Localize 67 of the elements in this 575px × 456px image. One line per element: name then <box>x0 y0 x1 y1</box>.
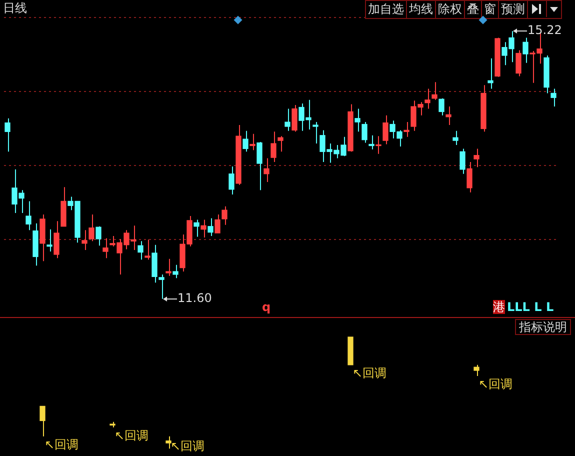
candlestick <box>208 218 214 236</box>
candlestick <box>200 219 206 238</box>
candlestick <box>376 136 382 154</box>
candlestick <box>264 158 270 182</box>
text: 港 <box>493 300 505 314</box>
candlestick <box>488 58 494 90</box>
candlestick <box>382 114 388 145</box>
candlestick <box>144 239 150 260</box>
candlestick <box>438 98 444 116</box>
candlestick <box>54 220 60 259</box>
candlestick <box>312 122 318 144</box>
annotation: ↖回调 <box>478 377 513 392</box>
candlestick <box>424 88 430 110</box>
candlestick <box>284 108 290 132</box>
candlestick <box>222 206 228 226</box>
candlestick <box>46 228 52 252</box>
candlestick <box>172 264 178 279</box>
candlestick <box>466 162 472 193</box>
candlestick <box>270 131 276 163</box>
candlestick <box>88 214 94 242</box>
text: 除权 <box>436 1 465 18</box>
candlestick <box>26 200 32 231</box>
annotation: ↖回调 <box>352 366 387 380</box>
candlestick <box>354 108 360 132</box>
text: LLL L L <box>507 300 554 314</box>
candlestick <box>432 82 438 100</box>
text: 加自选 <box>366 1 407 18</box>
candlestick <box>138 240 144 260</box>
candlestick <box>452 130 458 146</box>
candlestick <box>166 258 172 276</box>
candlestick <box>82 230 88 251</box>
candlestick <box>250 133 256 151</box>
candlestick <box>362 122 368 144</box>
candlestick <box>474 148 480 168</box>
candlestick <box>4 118 10 152</box>
annotation: ↖回调 <box>114 428 149 443</box>
candlestick <box>404 122 410 138</box>
text: 窗 <box>482 1 499 18</box>
text: 指标说明 <box>515 319 571 335</box>
text: 均线 <box>407 1 436 18</box>
candlestick <box>474 364 480 377</box>
candlestick <box>516 50 522 77</box>
candlestick <box>368 134 374 150</box>
candlestick <box>550 88 556 108</box>
candlestick <box>102 238 108 259</box>
candlestick <box>460 148 466 174</box>
candlestick <box>278 136 284 152</box>
candlestick <box>292 104 298 132</box>
text: q <box>262 300 271 314</box>
candlestick <box>228 166 234 196</box>
candlestick <box>242 130 248 152</box>
candlestick <box>166 436 172 450</box>
candlestick <box>158 274 164 300</box>
candlestick <box>446 106 452 126</box>
annotation: 11.60 <box>178 290 212 305</box>
text: 预测 <box>499 1 528 18</box>
annotation: ↖回调 <box>44 437 79 452</box>
candlestick <box>194 219 200 238</box>
candlestick <box>96 226 102 246</box>
text: 叠 <box>465 1 482 18</box>
annotation: ↖回调 <box>170 439 205 454</box>
chart-title: 日线 <box>3 1 27 15</box>
candlestick <box>256 142 262 191</box>
candlestick <box>522 37 528 64</box>
candlestick <box>40 406 46 437</box>
candlestick <box>214 214 220 234</box>
annotation: 15.22 <box>528 23 562 38</box>
